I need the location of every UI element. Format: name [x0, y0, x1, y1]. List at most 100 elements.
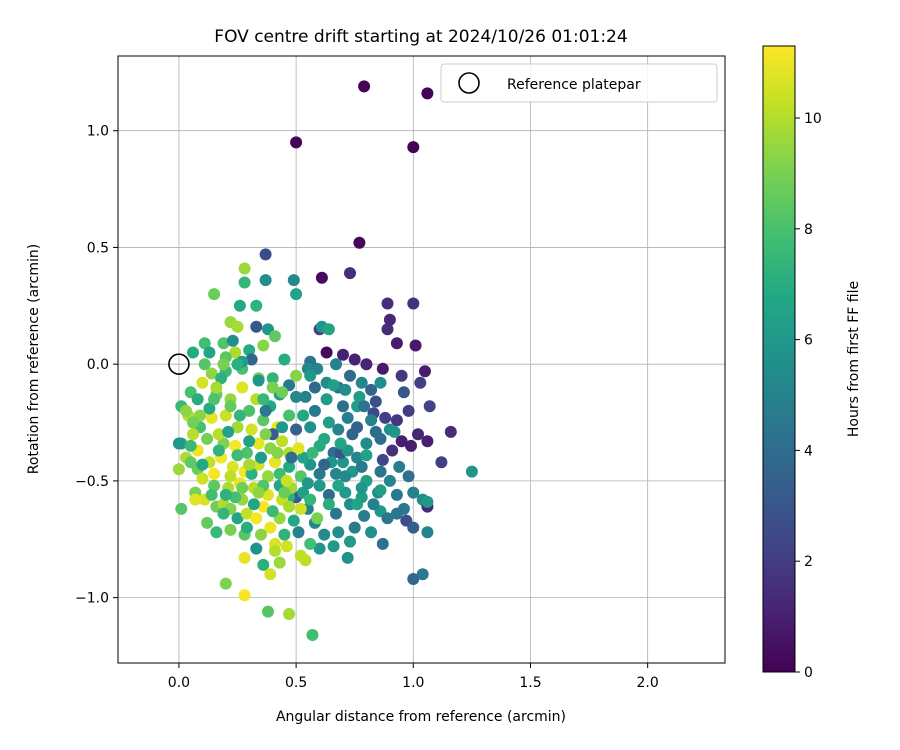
data-point: [212, 428, 225, 441]
data-point: [259, 248, 272, 261]
data-point: [280, 474, 293, 487]
data-point: [233, 299, 246, 312]
y-axis-ticks: −1.0 −0.5 0.0 0.5 1.0: [75, 124, 118, 607]
data-point: [409, 339, 422, 352]
data-point: [184, 439, 197, 452]
data-point: [318, 528, 331, 541]
data-point: [231, 421, 244, 434]
data-point: [259, 404, 272, 417]
data-point: [344, 267, 356, 280]
data-point: [191, 393, 204, 406]
legend-reference-marker: [458, 72, 480, 94]
data-point: [290, 423, 303, 436]
y-tick-label: 0.0: [87, 357, 109, 373]
data-point: [407, 141, 420, 154]
data-point: [376, 537, 389, 550]
data-point: [386, 444, 399, 457]
data-point: [257, 500, 270, 513]
data-point: [217, 337, 230, 350]
data-point: [423, 400, 436, 413]
data-point: [322, 488, 335, 501]
data-point: [360, 358, 373, 371]
data-point: [290, 369, 303, 382]
data-point: [264, 568, 277, 581]
data-point: [407, 521, 420, 534]
x-tick-label: 1.0: [402, 675, 424, 691]
data-point: [201, 432, 214, 445]
data-point: [395, 435, 408, 448]
data-point: [266, 372, 279, 385]
data-point: [337, 400, 349, 413]
data-point: [407, 297, 420, 310]
data-point: [304, 493, 317, 506]
data-point: [421, 435, 434, 448]
data-point: [290, 390, 303, 403]
data-point: [276, 421, 289, 434]
data-point: [250, 542, 263, 555]
data-point: [266, 381, 279, 394]
data-point: [341, 444, 354, 457]
data-point: [196, 458, 209, 471]
data-point: [374, 432, 387, 445]
data-point: [283, 500, 296, 513]
data-point: [276, 435, 289, 448]
data-point: [180, 404, 192, 417]
data-point: [236, 381, 249, 394]
data-point: [219, 488, 232, 501]
data-point: [240, 507, 253, 520]
data-point: [231, 449, 244, 462]
x-axis-label: Angular distance from reference (arcmin): [276, 709, 566, 725]
data-point: [365, 414, 378, 427]
data-point: [252, 486, 265, 499]
data-point: [208, 393, 221, 406]
data-point: [205, 411, 218, 424]
data-point: [250, 320, 263, 333]
data-point: [355, 460, 368, 473]
data-point: [351, 498, 364, 511]
data-point: [175, 502, 188, 515]
data-point: [355, 481, 368, 494]
data-point: [419, 365, 431, 378]
data-point: [337, 456, 349, 469]
data-point: [278, 528, 291, 541]
data-point: [360, 449, 373, 462]
data-point: [229, 439, 242, 452]
data-point: [444, 425, 457, 438]
data-point: [283, 608, 296, 620]
data-point: [231, 512, 244, 525]
data-point: [381, 297, 394, 310]
data-point: [332, 423, 345, 436]
plot-area: 0.0 0.5 1.0 1.5 2.0 −1.0 −0.5 0.0 0.5 1.0: [75, 55, 726, 691]
x-tick-label: 0.0: [168, 675, 190, 691]
colorbar-ticks: 0 2 4 6 8 10: [795, 111, 822, 681]
data-point: [257, 414, 270, 427]
data-point: [208, 288, 221, 301]
colorbar-tick-label: 10: [804, 111, 822, 127]
data-point: [205, 488, 218, 501]
y-axis-label: Rotation from reference (arcmin): [26, 244, 42, 474]
data-point: [306, 446, 319, 459]
scatter-points: [172, 80, 478, 641]
data-point: [297, 451, 310, 464]
data-point: [231, 358, 244, 371]
data-point: [283, 460, 296, 473]
data-point: [405, 439, 417, 452]
data-point: [315, 271, 328, 284]
data-point: [421, 495, 434, 508]
data-point: [226, 334, 239, 347]
data-point: [318, 458, 331, 471]
data-point: [365, 383, 378, 396]
data-point: [290, 136, 303, 149]
data-point: [238, 262, 251, 275]
data-point: [184, 456, 197, 469]
data-point: [322, 323, 335, 336]
colorbar-gradient: [762, 45, 796, 673]
data-point: [290, 288, 303, 301]
data-point: [250, 512, 263, 525]
data-point: [320, 346, 333, 359]
x-tick-label: 1.5: [519, 675, 541, 691]
plot-background: [118, 56, 725, 663]
data-point: [416, 568, 429, 581]
data-point: [269, 456, 281, 469]
data-point: [304, 421, 317, 434]
